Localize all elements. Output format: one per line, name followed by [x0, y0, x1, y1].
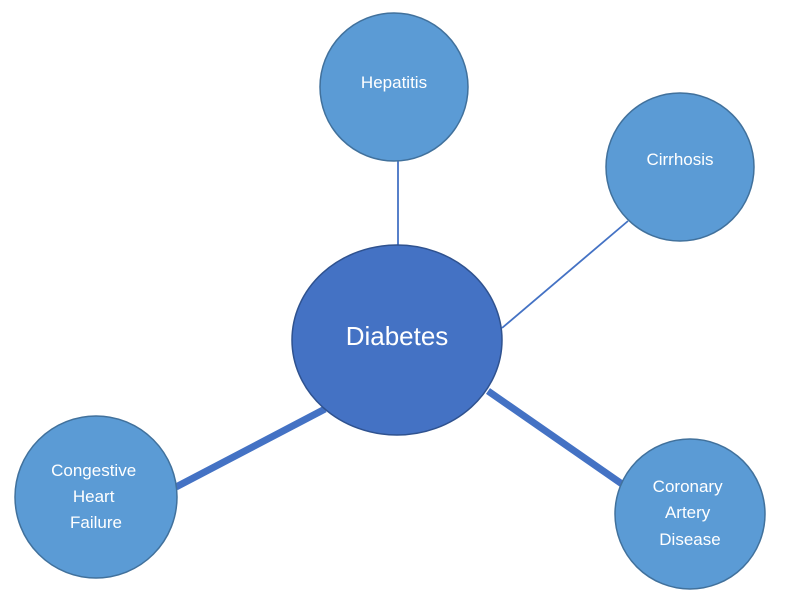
- node-hepatitis[interactable]: Hepatitis: [319, 12, 469, 162]
- node-cad-circle: [614, 438, 766, 590]
- node-cad-label-line-1: Coronary: [653, 477, 723, 496]
- node-chf-circle: [14, 415, 178, 579]
- node-congestive-heart-failure[interactable]: Congestive Heart Failure: [14, 415, 178, 579]
- connector-cirrhosis: [501, 220, 629, 329]
- node-cirrhosis-circle: [605, 92, 755, 242]
- svg-text:Congestive Heart F: Congestive Heart Failure: [51, 461, 141, 532]
- connector-cad: [486, 388, 624, 487]
- svg-text:Diabetes: Diabetes: [346, 321, 449, 351]
- center-node-ellipse: [291, 244, 503, 436]
- node-cirrhosis-label: Cirrhosis: [646, 150, 713, 169]
- node-hepatitis-circle: [319, 12, 469, 162]
- connector-chf: [174, 405, 327, 491]
- node-cad-label-line-2: Artery: [665, 503, 711, 522]
- node-cad-label-line-3: Disease: [659, 530, 720, 549]
- node-cirrhosis[interactable]: Cirrhosis: [605, 92, 755, 242]
- node-coronary-artery-disease[interactable]: Coronary Artery Disease: [614, 438, 766, 590]
- node-hepatitis-label: Hepatitis: [361, 73, 427, 92]
- svg-text:Cirrhosis: Cirrhosis: [646, 150, 713, 169]
- node-chf-label-line-1: Congestive: [51, 461, 136, 480]
- center-node-diabetes[interactable]: Diabetes: [291, 244, 503, 436]
- center-node-label: Diabetes: [346, 321, 449, 351]
- node-chf-label-line-2: Heart: [73, 487, 115, 506]
- svg-text:Hepatitis: Hepatitis: [361, 73, 427, 92]
- node-chf-label-line-3: Failure: [70, 513, 122, 532]
- svg-text:Coronary Artery Di: Coronary Artery Disease: [653, 477, 728, 549]
